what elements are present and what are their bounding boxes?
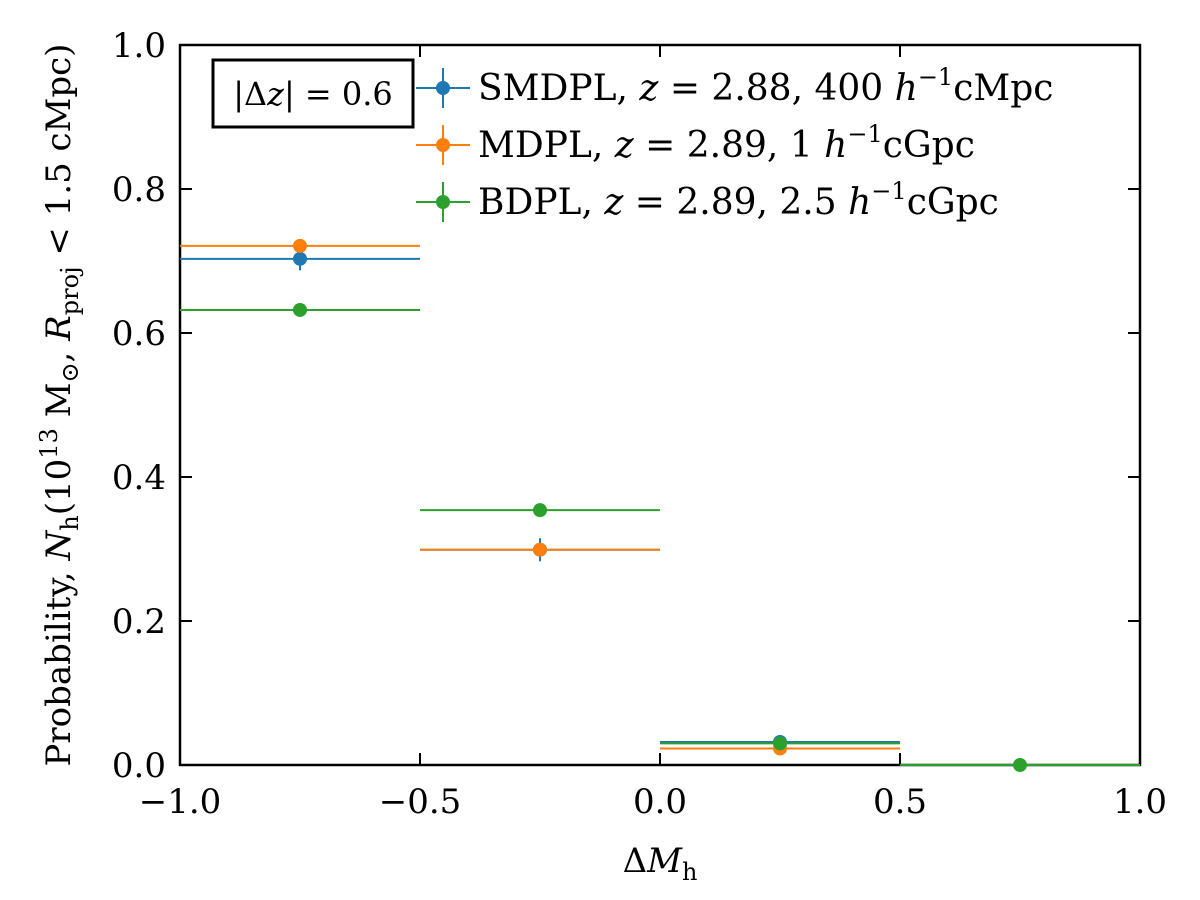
- x-tick-label: −0.5: [379, 782, 462, 822]
- y-tick-label: 0.4: [112, 458, 166, 498]
- y-tick-label: 0.2: [112, 602, 166, 642]
- data-point: [293, 251, 307, 266]
- annotation-box: [211, 58, 415, 129]
- data-point: [773, 736, 787, 751]
- x-axis-label: ΔMh: [623, 841, 698, 886]
- legend-marker: [436, 195, 450, 209]
- legend-label: MDPL, z = 2.89, 1 h−1cGpc: [478, 120, 975, 166]
- y-axis-label: Probability, Nh(1013 M⊙, Rproj < 1.5 cMp…: [35, 44, 84, 767]
- x-tick-labels: −1.0 −0.5 0.0 0.5 1.0: [139, 782, 1167, 822]
- y-tick-label: 0.0: [112, 746, 166, 786]
- annotation-text: |Δz| = 0.6: [233, 75, 393, 113]
- y-tick-labels: 0.0 0.2 0.4 0.6 0.8 1.0: [112, 26, 166, 786]
- x-tick-label: 1.0: [1113, 782, 1167, 822]
- x-tick-label: −1.0: [139, 782, 222, 822]
- data-point: [293, 238, 307, 253]
- legend-marker: [436, 81, 450, 95]
- y-tick-label: 1.0: [112, 26, 166, 66]
- legend-label: BDPL, z = 2.89, 2.5 h−1cGpc: [478, 177, 999, 223]
- data-marks: [180, 238, 1140, 772]
- data-point: [293, 302, 307, 317]
- data-point: [1013, 758, 1027, 772]
- data-point: [533, 542, 547, 557]
- x-tick-label: 0.0: [633, 782, 687, 822]
- legend-marker: [436, 138, 450, 152]
- y-tick-label: 0.8: [112, 170, 166, 210]
- legend-label: SMDPL, z = 2.88, 400 h−1cMpc: [478, 63, 1053, 109]
- data-point: [533, 503, 547, 518]
- y-tick-label: 0.6: [112, 314, 166, 354]
- x-tick-label: 0.5: [873, 782, 927, 822]
- legend: SMDPL, z = 2.88, 400 h−1cMpc MDPL, z = 2.…: [416, 63, 1053, 223]
